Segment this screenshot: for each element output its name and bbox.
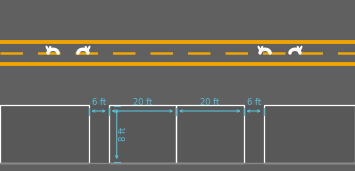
Text: 6 ft: 6 ft xyxy=(92,98,106,107)
Bar xyxy=(0,105,88,163)
Text: 6 ft: 6 ft xyxy=(247,98,261,107)
Bar xyxy=(0,0,355,105)
Bar xyxy=(264,105,355,163)
Text: 20 ft: 20 ft xyxy=(200,98,219,107)
Text: 8 ft: 8 ft xyxy=(119,127,128,141)
Text: 20 ft: 20 ft xyxy=(133,98,152,107)
Bar xyxy=(109,105,176,163)
Bar xyxy=(0,105,355,163)
Bar xyxy=(176,105,244,163)
